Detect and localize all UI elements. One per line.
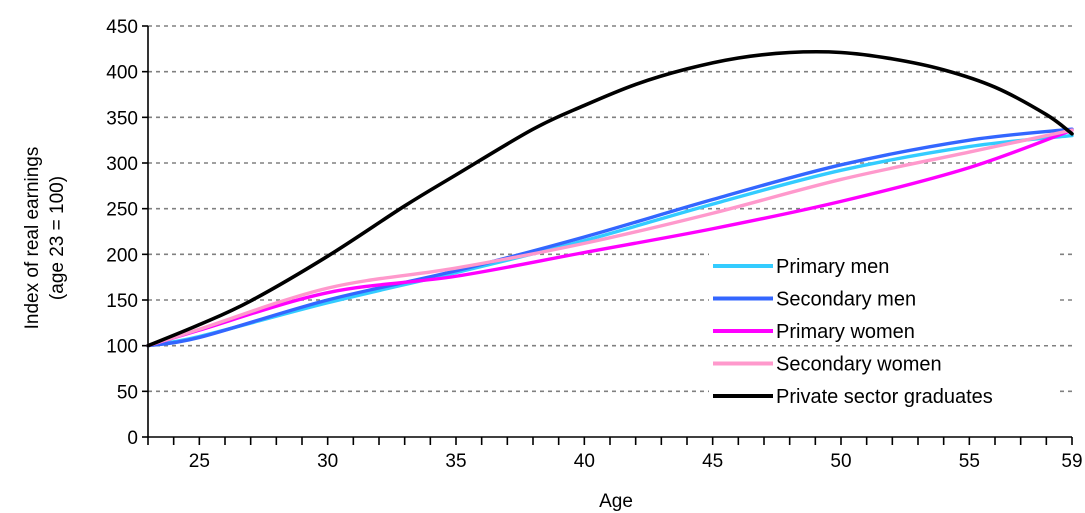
legend-label-secondary-women: Secondary women — [776, 354, 942, 376]
legend: Primary men Secondary men Primary women Sec… — [709, 252, 1059, 410]
y-tick-label-400: 400 — [106, 63, 138, 84]
x-tick-label-59: 59 — [1061, 451, 1082, 472]
x-tick-label-45: 45 — [702, 451, 723, 472]
y-tick-label-100: 100 — [106, 337, 138, 358]
y-tick-label-450: 450 — [106, 17, 138, 38]
legend-label-private-sector-graduates: Private sector graduates — [776, 386, 993, 408]
legend-label-secondary-men: Secondary men — [776, 289, 916, 311]
series-line-primary-women — [146, 128, 1074, 348]
axes: 0 50 100 150 200 250 300 350 400 450 25 30 35 40 45 50 5… — [106, 17, 1082, 472]
x-tick-label-30: 30 — [317, 451, 338, 472]
y-tick-label-150: 150 — [106, 291, 138, 312]
y-tick-label-200: 200 — [106, 245, 138, 266]
x-tick-label-50: 50 — [830, 451, 851, 472]
x-tick-label-40: 40 — [574, 451, 595, 472]
series-line-primary-men — [146, 133, 1074, 348]
y-axis-title-line-1: Index of real earnings — [22, 147, 43, 330]
series-line-secondary-men — [146, 127, 1074, 348]
y-axis-title: Index of real earnings (age 23 = 100) — [22, 147, 68, 330]
x-tick-label-35: 35 — [445, 451, 466, 472]
y-tick-label-350: 350 — [106, 108, 138, 129]
series-line-private-sector-graduates — [146, 49, 1074, 348]
x-axis-title: Age — [599, 491, 633, 512]
y-axis-title-line-2: (age 23 = 100) — [47, 176, 68, 300]
legend-label-primary-women: Primary women — [776, 321, 915, 343]
legend-label-primary-men: Primary men — [776, 256, 889, 278]
y-tick-label-250: 250 — [106, 200, 138, 221]
series-line-secondary-women — [146, 128, 1074, 348]
x-tick-label-55: 55 — [959, 451, 980, 472]
y-tick-label-0: 0 — [127, 428, 138, 449]
y-tick-label-50: 50 — [117, 382, 138, 403]
x-tick-label-25: 25 — [189, 451, 210, 472]
y-tick-label-300: 300 — [106, 154, 138, 175]
series-lines — [146, 49, 1074, 348]
